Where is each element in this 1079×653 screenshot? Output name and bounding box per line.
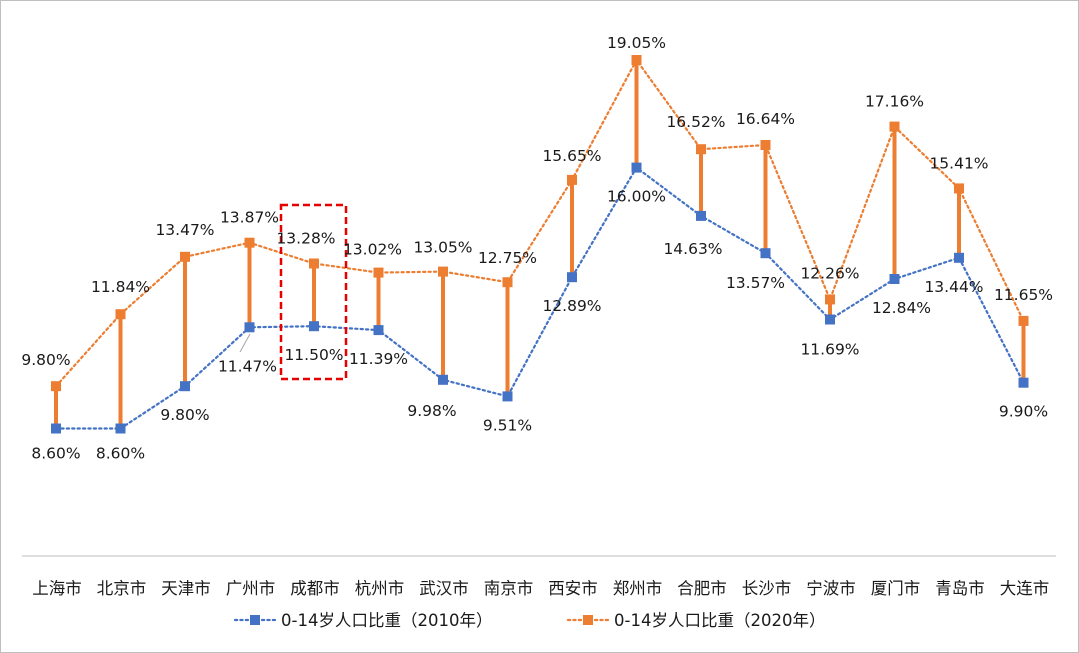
marker-2020 <box>567 174 577 185</box>
marker-2020 <box>115 309 126 320</box>
marker-2020 <box>502 277 513 288</box>
data-label-2010: 12.84% <box>872 299 931 317</box>
legend: 0-14岁人口比重（2010年） 0-14岁人口比重（2020年） <box>233 611 825 630</box>
marker-2020 <box>180 251 190 262</box>
marker-2010 <box>51 423 61 434</box>
marker-2010 <box>502 391 513 402</box>
data-label-2010: 8.60% <box>31 445 80 463</box>
data-label-2020: 11.65% <box>994 286 1053 304</box>
marker-2010 <box>696 210 706 221</box>
data-label-2020: 13.87% <box>220 209 279 227</box>
marker-2010 <box>954 252 964 263</box>
category-label: 杭州市 <box>355 579 405 598</box>
data-label-2020: 15.41% <box>929 154 988 172</box>
marker-2020 <box>760 140 771 150</box>
series-markers <box>51 55 1029 434</box>
category-labels: 上海市 北京市 天津市 广州市 成都市 杭州市 武汉市 南京市 西安市 郑州市 合肥市 长沙市 宁波市厦… <box>32 579 1049 598</box>
series-line-2020 <box>54 57 1025 388</box>
series-lines <box>54 57 1025 430</box>
category-label: 北京市 <box>97 579 147 598</box>
data-label-2010: 14.63% <box>663 240 722 258</box>
highlight-group <box>279 203 348 381</box>
marker-2020 <box>438 266 448 277</box>
marker-2010 <box>373 325 384 336</box>
marker-2020 <box>51 381 61 392</box>
legend-label-2010: 0-14岁人口比重（2010年） <box>281 611 492 630</box>
marker-2010 <box>567 272 577 283</box>
data-label-2010: 8.60% <box>96 445 145 463</box>
marker-2010 <box>631 162 642 173</box>
marker-2020 <box>1018 315 1029 326</box>
marker-2010 <box>244 322 255 333</box>
marker-2020 <box>244 237 255 248</box>
marker-2020 <box>825 294 835 305</box>
data-label-2020: 9.80% <box>21 351 70 369</box>
category-label: 长沙市 <box>742 579 792 598</box>
series-line-2010 <box>54 165 1025 430</box>
marker-2020 <box>309 258 319 269</box>
data-label-2020: 16.52% <box>666 113 725 131</box>
data-label-2020: 17.16% <box>865 93 924 111</box>
data-label-2020: 13.47% <box>155 221 214 239</box>
category-label: 大连市 <box>1000 579 1050 598</box>
data-label-2010: 11.50% <box>284 346 343 364</box>
data-label-2020: 12.26% <box>800 264 859 282</box>
legend-marker-2020 <box>583 615 593 625</box>
category-label: 天津市 <box>161 579 211 598</box>
data-label-2020: 19.05% <box>607 34 666 52</box>
category-label: 宁波市 <box>806 579 856 598</box>
marker-2010 <box>889 274 900 284</box>
data-label-2010: 11.39% <box>349 350 408 368</box>
data-labels: 8.60% 8.60% 9.80% 11.47% 11.50% 11.39% 9.98% 9.… <box>21 34 1053 463</box>
leader-line <box>239 333 251 353</box>
marker-2010 <box>438 374 448 385</box>
data-label-2010: 13.44% <box>924 278 983 296</box>
data-label-2020: 13.28% <box>276 230 335 248</box>
highlight-box <box>279 203 348 381</box>
data-label-2020: 16.64% <box>736 110 795 128</box>
legend-marker-2010 <box>250 615 260 625</box>
category-label: 青岛市 <box>935 579 985 598</box>
data-label-2010: 9.90% <box>999 403 1048 421</box>
data-label-2010: 12.89% <box>542 297 601 315</box>
marker-2020 <box>373 267 384 278</box>
category-label: 郑州市 <box>613 579 663 598</box>
data-label-2010: 9.80% <box>160 406 209 424</box>
data-label-2020: 11.84% <box>91 278 150 296</box>
category-label: 上海市 <box>32 579 82 598</box>
category-label: 广州市 <box>226 579 276 598</box>
data-label-2020: 13.02% <box>343 241 402 259</box>
legend-label-2020: 0-14岁人口比重（2020年） <box>614 611 825 630</box>
category-label: 西安市 <box>548 579 598 598</box>
marker-2020 <box>631 55 642 65</box>
data-label-2020: 13.05% <box>413 239 472 257</box>
data-label-2010: 16.00% <box>607 188 666 206</box>
marker-2010 <box>180 381 190 392</box>
data-label-2020: 12.75% <box>478 249 537 267</box>
data-label-2020: 15.65% <box>542 147 601 165</box>
category-label: 武汉市 <box>419 579 469 598</box>
marker-2010 <box>1018 377 1029 388</box>
category-label: 厦门市 <box>871 579 921 598</box>
change-bars <box>54 60 1026 429</box>
marker-2010 <box>760 248 771 259</box>
marker-2020 <box>696 144 706 155</box>
category-label: 南京市 <box>484 579 534 598</box>
marker-2020 <box>889 121 900 132</box>
marker-2010 <box>825 314 835 325</box>
data-label-2010: 13.57% <box>726 274 785 292</box>
category-label: 合肥市 <box>677 579 727 598</box>
data-label-2010: 9.51% <box>483 416 532 434</box>
data-label-2010: 11.69% <box>800 341 859 359</box>
marker-2020 <box>954 183 964 194</box>
category-label: 成都市 <box>290 579 340 598</box>
data-label-2010: 11.47% <box>218 357 277 375</box>
marker-2010 <box>115 423 126 434</box>
marker-2010 <box>309 321 319 332</box>
data-label-2010: 9.98% <box>407 402 456 420</box>
